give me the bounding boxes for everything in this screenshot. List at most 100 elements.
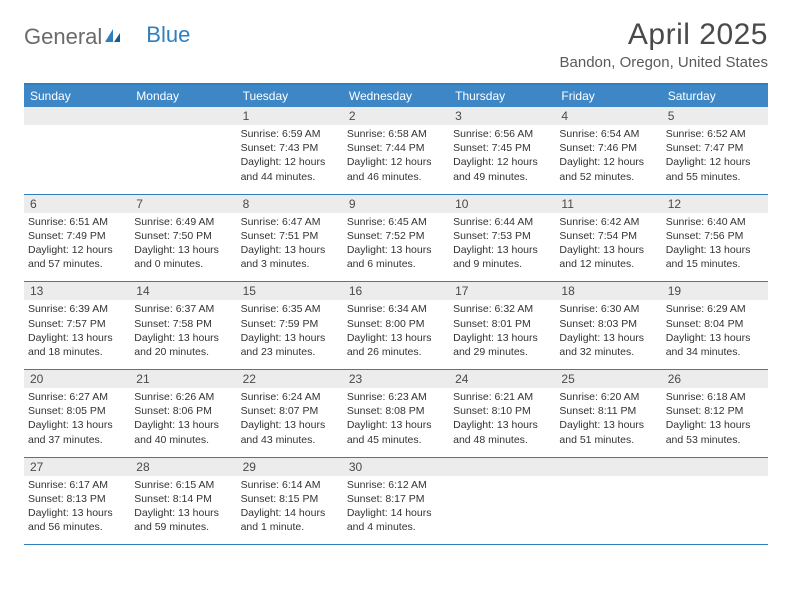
daylight-text: Daylight: 13 hours [134,418,232,432]
week-row: 6Sunrise: 6:51 AMSunset: 7:49 PMDaylight… [24,195,768,283]
day-number: 11 [555,195,661,213]
day-cell: 13Sunrise: 6:39 AMSunset: 7:57 PMDayligh… [24,282,130,369]
day-number: 4 [555,107,661,125]
dow-monday: Monday [130,85,236,107]
day-cell: 23Sunrise: 6:23 AMSunset: 8:08 PMDayligh… [343,370,449,457]
day-cell [662,458,768,545]
sunrise-text: Sunrise: 6:24 AM [241,390,339,404]
day-cell: 9Sunrise: 6:45 AMSunset: 7:52 PMDaylight… [343,195,449,282]
sunrise-text: Sunrise: 6:52 AM [666,127,764,141]
day-cell: 19Sunrise: 6:29 AMSunset: 8:04 PMDayligh… [662,282,768,369]
daylight-text: Daylight: 13 hours [347,331,445,345]
day-number [449,458,555,476]
daylight-text: and 23 minutes. [241,345,339,359]
day-number: 10 [449,195,555,213]
sunset-text: Sunset: 7:50 PM [134,229,232,243]
sunset-text: Sunset: 7:43 PM [241,141,339,155]
sunrise-text: Sunrise: 6:47 AM [241,215,339,229]
sunrise-text: Sunrise: 6:14 AM [241,478,339,492]
day-number: 17 [449,282,555,300]
daylight-text: and 51 minutes. [559,433,657,447]
dow-tuesday: Tuesday [237,85,343,107]
day-number: 26 [662,370,768,388]
day-number: 22 [237,370,343,388]
sunset-text: Sunset: 8:10 PM [453,404,551,418]
daylight-text: Daylight: 13 hours [453,243,551,257]
sunrise-text: Sunrise: 6:27 AM [28,390,126,404]
daylight-text: Daylight: 13 hours [559,243,657,257]
sunset-text: Sunset: 7:51 PM [241,229,339,243]
calendar: Sunday Monday Tuesday Wednesday Thursday… [24,83,768,545]
daylight-text: Daylight: 13 hours [666,243,764,257]
dow-sunday: Sunday [24,85,130,107]
sunset-text: Sunset: 8:14 PM [134,492,232,506]
sunset-text: Sunset: 7:49 PM [28,229,126,243]
sunrise-text: Sunrise: 6:39 AM [28,302,126,316]
daylight-text: Daylight: 12 hours [28,243,126,257]
day-cell: 27Sunrise: 6:17 AMSunset: 8:13 PMDayligh… [24,458,130,545]
logo: General Blue [24,18,190,50]
day-number: 28 [130,458,236,476]
day-number: 7 [130,195,236,213]
day-cell: 14Sunrise: 6:37 AMSunset: 7:58 PMDayligh… [130,282,236,369]
sunset-text: Sunset: 8:11 PM [559,404,657,418]
sunset-text: Sunset: 7:47 PM [666,141,764,155]
day-cell: 1Sunrise: 6:59 AMSunset: 7:43 PMDaylight… [237,107,343,194]
day-cell: 24Sunrise: 6:21 AMSunset: 8:10 PMDayligh… [449,370,555,457]
daylight-text: and 49 minutes. [453,170,551,184]
day-cell: 22Sunrise: 6:24 AMSunset: 8:07 PMDayligh… [237,370,343,457]
day-cell: 16Sunrise: 6:34 AMSunset: 8:00 PMDayligh… [343,282,449,369]
day-cell: 28Sunrise: 6:15 AMSunset: 8:14 PMDayligh… [130,458,236,545]
daylight-text: and 26 minutes. [347,345,445,359]
sunrise-text: Sunrise: 6:40 AM [666,215,764,229]
daylight-text: Daylight: 13 hours [28,506,126,520]
daylight-text: Daylight: 12 hours [347,155,445,169]
day-number: 25 [555,370,661,388]
page-title: April 2025 [560,18,768,52]
daylight-text: Daylight: 13 hours [241,243,339,257]
day-cell: 15Sunrise: 6:35 AMSunset: 7:59 PMDayligh… [237,282,343,369]
day-number: 1 [237,107,343,125]
daylight-text: and 59 minutes. [134,520,232,534]
dow-thursday: Thursday [449,85,555,107]
day-cell: 25Sunrise: 6:20 AMSunset: 8:11 PMDayligh… [555,370,661,457]
daylight-text: Daylight: 13 hours [347,418,445,432]
day-cell: 10Sunrise: 6:44 AMSunset: 7:53 PMDayligh… [449,195,555,282]
day-cell: 11Sunrise: 6:42 AMSunset: 7:54 PMDayligh… [555,195,661,282]
daylight-text: Daylight: 13 hours [666,331,764,345]
sunrise-text: Sunrise: 6:34 AM [347,302,445,316]
sunrise-text: Sunrise: 6:20 AM [559,390,657,404]
day-number: 27 [24,458,130,476]
sunset-text: Sunset: 8:00 PM [347,317,445,331]
sunset-text: Sunset: 7:52 PM [347,229,445,243]
daylight-text: and 32 minutes. [559,345,657,359]
sunset-text: Sunset: 8:04 PM [666,317,764,331]
sunset-text: Sunset: 7:46 PM [559,141,657,155]
daylight-text: Daylight: 13 hours [241,331,339,345]
sunset-text: Sunset: 7:45 PM [453,141,551,155]
daylight-text: and 34 minutes. [666,345,764,359]
daylight-text: Daylight: 13 hours [28,418,126,432]
sunrise-text: Sunrise: 6:56 AM [453,127,551,141]
daylight-text: and 20 minutes. [134,345,232,359]
sunset-text: Sunset: 8:13 PM [28,492,126,506]
day-cell: 3Sunrise: 6:56 AMSunset: 7:45 PMDaylight… [449,107,555,194]
sunrise-text: Sunrise: 6:58 AM [347,127,445,141]
sunrise-text: Sunrise: 6:23 AM [347,390,445,404]
sunrise-text: Sunrise: 6:37 AM [134,302,232,316]
sunset-text: Sunset: 8:07 PM [241,404,339,418]
sunset-text: Sunset: 7:56 PM [666,229,764,243]
daylight-text: and 44 minutes. [241,170,339,184]
daylight-text: Daylight: 13 hours [134,243,232,257]
day-number: 20 [24,370,130,388]
daylight-text: Daylight: 13 hours [134,506,232,520]
daylight-text: and 57 minutes. [28,257,126,271]
sunrise-text: Sunrise: 6:35 AM [241,302,339,316]
day-cell: 7Sunrise: 6:49 AMSunset: 7:50 PMDaylight… [130,195,236,282]
day-number [130,107,236,125]
logo-sail-icon [104,24,122,50]
daylight-text: and 4 minutes. [347,520,445,534]
day-number: 2 [343,107,449,125]
sunrise-text: Sunrise: 6:51 AM [28,215,126,229]
sunset-text: Sunset: 8:03 PM [559,317,657,331]
